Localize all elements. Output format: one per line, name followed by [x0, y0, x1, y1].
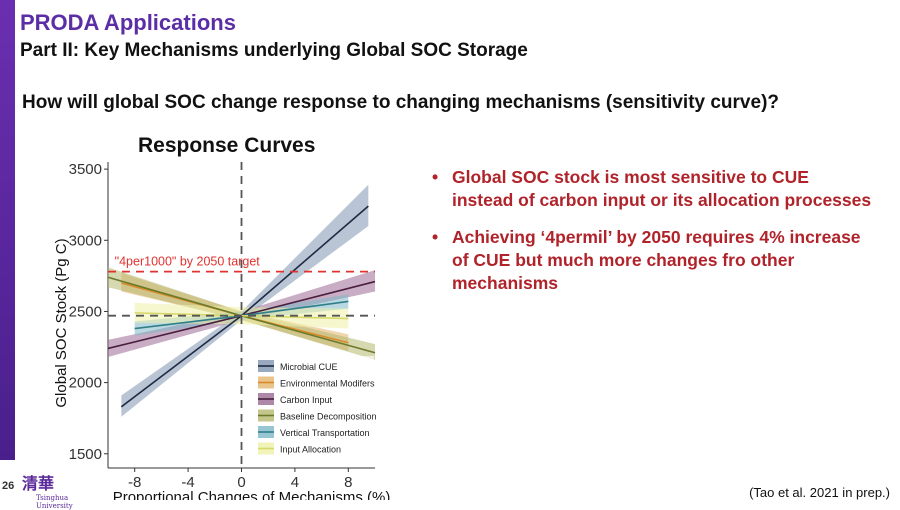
logo-text: Tsinghua University: [36, 494, 73, 510]
y-tick-label: 2000: [69, 375, 102, 392]
confidence-band: [121, 184, 369, 417]
bullet-item: Global SOC stock is most sensitive to CU…: [432, 166, 872, 212]
legend-label: Environmental Modifers: [280, 379, 375, 389]
x-tick-label: -4: [181, 474, 194, 491]
y-tick-label: 1500: [69, 446, 102, 463]
chart-title: Response Curves: [138, 134, 316, 157]
x-tick-label: 0: [237, 474, 245, 491]
slide-title: PRODA Applications: [20, 10, 236, 35]
y-tick-label: 2500: [69, 303, 102, 320]
target-label: "4per1000" by 2050 target: [115, 255, 261, 269]
slide-subtitle: Part II: Key Mechanisms underlying Globa…: [20, 40, 528, 61]
citation: (Tao et al. 2021 in prep.): [749, 485, 890, 500]
response-curves-chart: 1500 2000 2500 3000 3500 -8 -4 0 4 8Proportional …: [53, 161, 391, 500]
logo-glyph: 清華: [22, 474, 55, 493]
bullet-list: Global SOC stock is most sensitive to CU…: [432, 166, 872, 309]
slide-number: 26: [2, 480, 15, 492]
x-tick-label: -8: [128, 474, 141, 491]
tsinghua-logo: 清華 Tsinghua University: [20, 470, 90, 510]
legend-label: Baseline Decomposition: [280, 412, 377, 422]
bullet-item: Achieving ‘4permil’ by 2050 requires 4% …: [432, 226, 872, 295]
x-axis-label: Proportional Changes of Mechanisms (%): [113, 489, 391, 500]
legend-box: [254, 356, 374, 459]
y-tick-label: 3500: [69, 161, 102, 178]
y-axis-label: Global SOC Stock (Pg C): [53, 238, 70, 407]
slide-question: How will global SOC change response to c…: [22, 92, 780, 113]
x-tick-label: 4: [291, 474, 299, 491]
y-tick-label: 3000: [69, 232, 102, 249]
legend-label: Carbon Input: [280, 395, 333, 405]
left-accent-bar: [0, 0, 15, 460]
x-tick-label: 8: [344, 474, 352, 491]
legend-label: Microbial CUE: [280, 362, 338, 372]
legend-label: Vertical Transportation: [280, 428, 370, 438]
legend-label: Input Allocation: [280, 445, 341, 455]
